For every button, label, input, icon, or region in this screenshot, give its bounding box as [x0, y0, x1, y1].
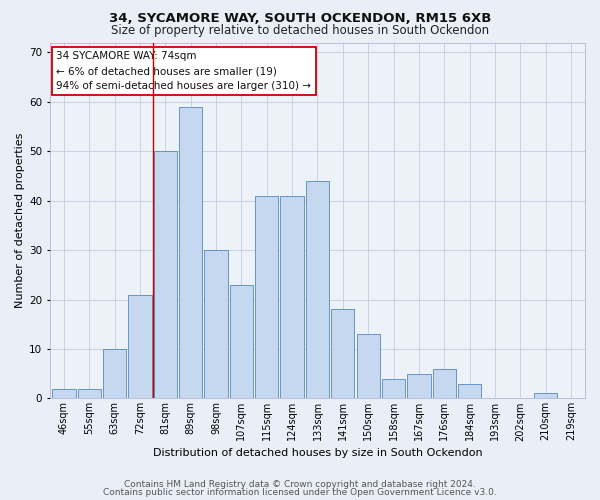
- Text: Contains public sector information licensed under the Open Government Licence v3: Contains public sector information licen…: [103, 488, 497, 497]
- Bar: [77, 388, 101, 398]
- Y-axis label: Number of detached properties: Number of detached properties: [15, 133, 25, 308]
- Bar: [407, 374, 431, 398]
- Bar: [534, 394, 557, 398]
- Bar: [356, 334, 380, 398]
- Bar: [103, 349, 126, 399]
- Bar: [52, 388, 76, 398]
- Text: 34, SYCAMORE WAY, SOUTH OCKENDON, RM15 6XB: 34, SYCAMORE WAY, SOUTH OCKENDON, RM15 6…: [109, 12, 491, 26]
- Bar: [382, 378, 405, 398]
- Text: 34 SYCAMORE WAY: 74sqm
← 6% of detached houses are smaller (19)
94% of semi-deta: 34 SYCAMORE WAY: 74sqm ← 6% of detached …: [56, 52, 311, 91]
- Bar: [306, 181, 329, 398]
- Bar: [331, 310, 355, 398]
- Bar: [205, 250, 227, 398]
- Bar: [255, 196, 278, 398]
- Bar: [230, 284, 253, 399]
- Bar: [154, 151, 177, 398]
- Bar: [433, 368, 456, 398]
- Bar: [128, 294, 152, 399]
- Bar: [458, 384, 481, 398]
- Bar: [179, 107, 202, 399]
- Text: Size of property relative to detached houses in South Ockendon: Size of property relative to detached ho…: [111, 24, 489, 37]
- Text: Contains HM Land Registry data © Crown copyright and database right 2024.: Contains HM Land Registry data © Crown c…: [124, 480, 476, 489]
- Bar: [280, 196, 304, 398]
- X-axis label: Distribution of detached houses by size in South Ockendon: Distribution of detached houses by size …: [152, 448, 482, 458]
